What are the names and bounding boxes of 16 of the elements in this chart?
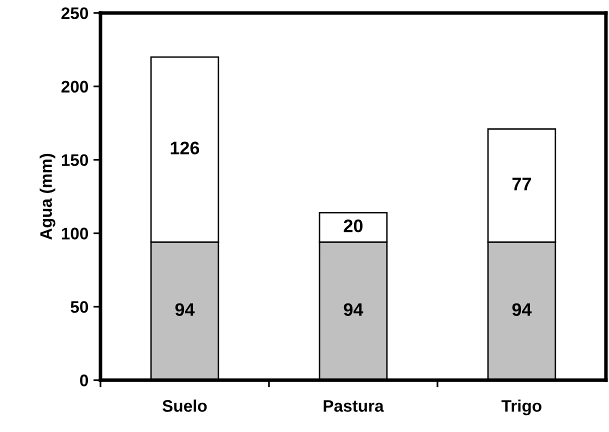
- data-label: 94: [175, 303, 195, 316]
- x-tick-label: Trigo: [502, 400, 542, 416]
- y-tick-label: 250: [61, 7, 88, 20]
- y-tick-label: 150: [62, 154, 88, 166]
- x-tick-label: Suelo: [162, 400, 207, 412]
- y-tick-label: 0: [80, 374, 88, 386]
- data-label: 94: [344, 303, 364, 316]
- y-axis-title: Agua (mm): [40, 154, 56, 240]
- y-tick-label: 200: [61, 80, 88, 93]
- y-tick-label: 100: [62, 228, 88, 240]
- x-tick-label: Pastura: [324, 400, 384, 412]
- data-label: 20: [344, 219, 363, 232]
- data-label: 94: [512, 303, 532, 316]
- y-tick-label: 50: [70, 301, 88, 313]
- data-label: 126: [170, 142, 200, 154]
- data-label: 77: [512, 178, 531, 190]
